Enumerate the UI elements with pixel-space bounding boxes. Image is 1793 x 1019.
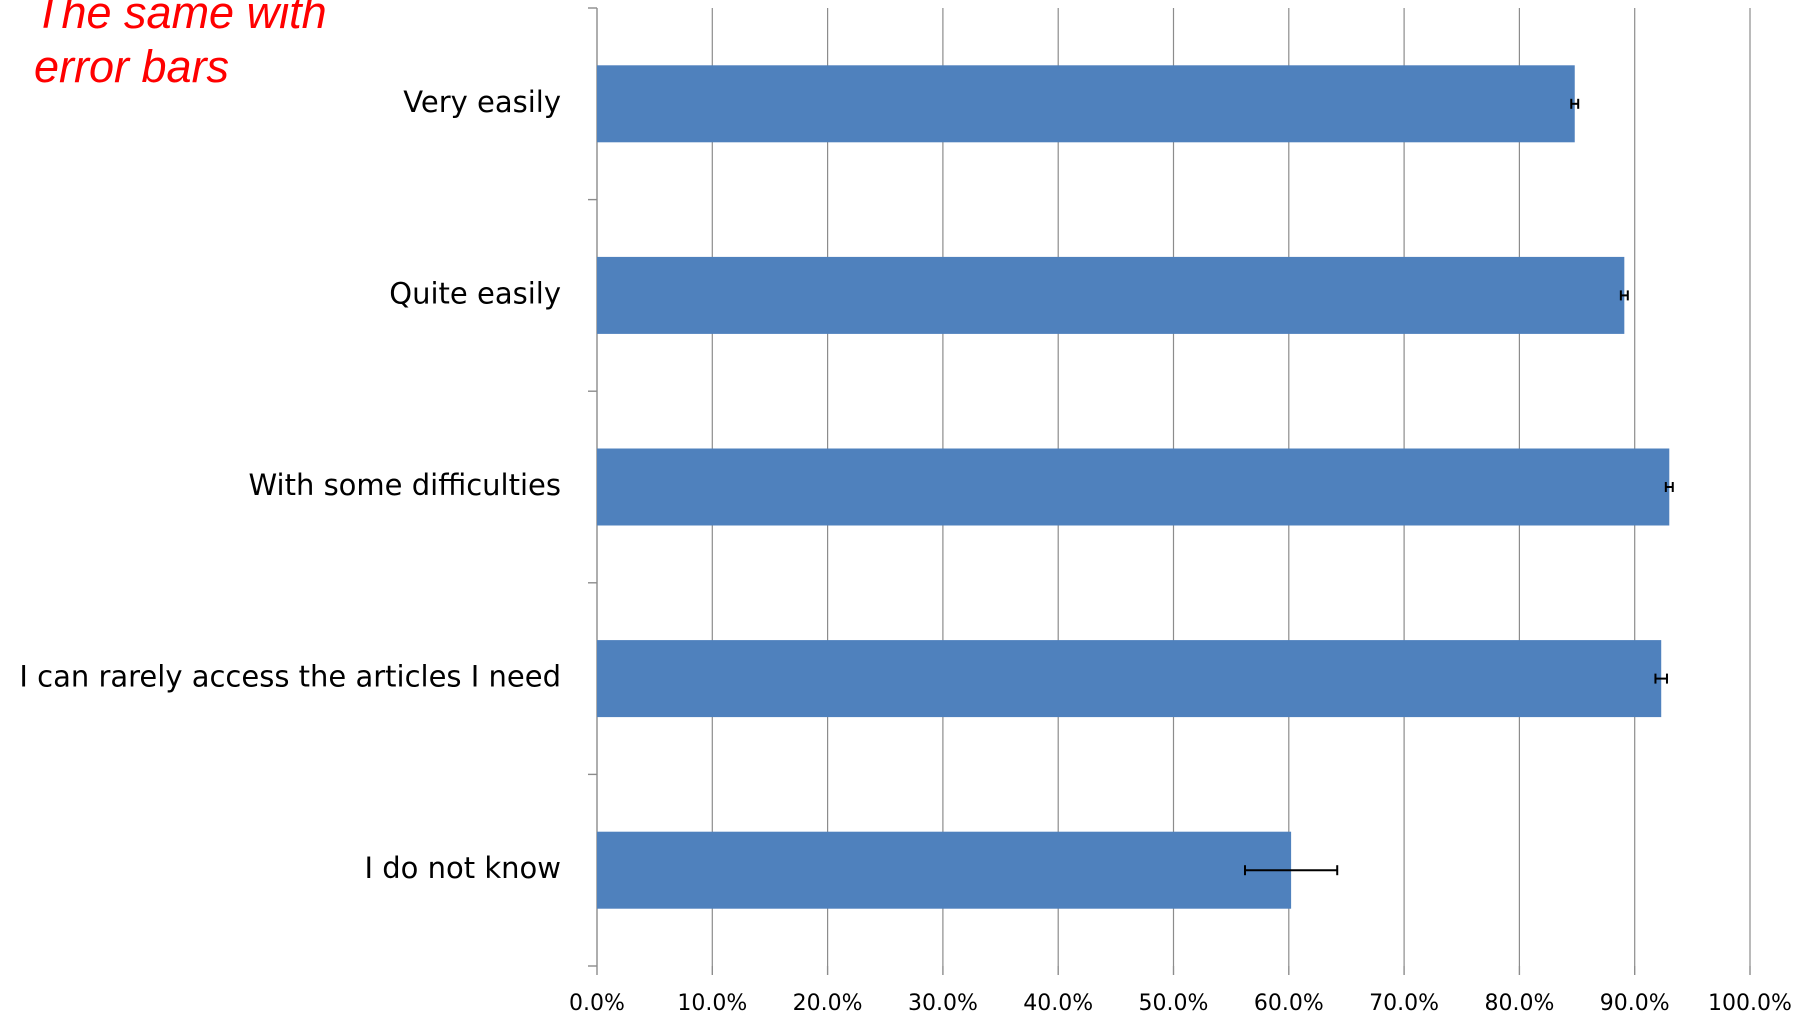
x-tick-label: 100.0% — [1708, 991, 1792, 1016]
x-tick-label: 50.0% — [1139, 991, 1209, 1016]
category-label: With some difficulties — [249, 468, 562, 502]
bar — [597, 448, 1670, 526]
bar — [597, 256, 1625, 334]
x-tick-label: 40.0% — [1023, 991, 1093, 1016]
category-label: I do not know — [365, 851, 562, 885]
x-tick-label: 10.0% — [677, 991, 747, 1016]
x-tick-label: 20.0% — [793, 991, 863, 1016]
bar — [597, 65, 1575, 143]
x-tick-label: 0.0% — [569, 991, 625, 1016]
x-tick-label: 30.0% — [908, 991, 978, 1016]
category-label: Quite easily — [389, 276, 561, 310]
x-tick-label: 70.0% — [1369, 991, 1439, 1016]
x-tick-label: 80.0% — [1484, 991, 1554, 1016]
annotation-text: The same with error bars — [34, 0, 327, 92]
category-label: I can rarely access the articles I need — [19, 660, 561, 694]
x-tick-label: 90.0% — [1600, 991, 1670, 1016]
bar — [597, 831, 1292, 909]
x-tick-label: 60.0% — [1254, 991, 1324, 1016]
category-label: Very easily — [403, 85, 561, 119]
bar — [597, 640, 1662, 718]
